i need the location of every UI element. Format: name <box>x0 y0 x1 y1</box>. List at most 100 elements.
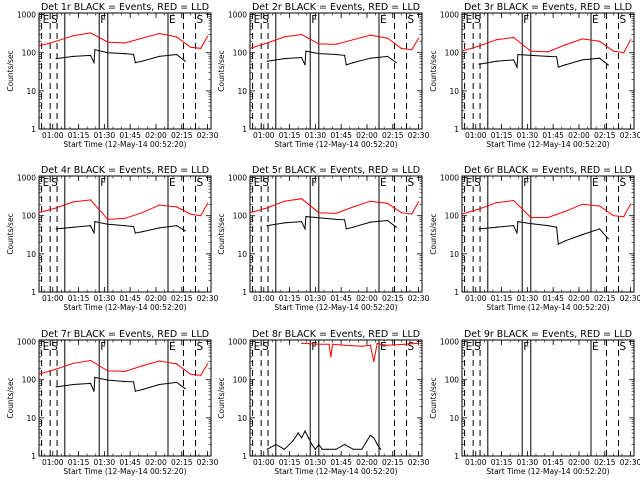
marker-label: E <box>380 177 387 189</box>
data-point <box>176 206 178 208</box>
marker-label: S <box>620 177 627 189</box>
data-point <box>387 37 389 39</box>
x-tick-label: 02:00 <box>145 294 167 303</box>
data-point <box>94 376 96 378</box>
data-point <box>266 60 268 62</box>
data-point <box>283 222 285 224</box>
y-tick-label: 100 <box>445 49 460 58</box>
data-point <box>547 225 549 227</box>
data-point <box>318 217 320 219</box>
data-point <box>184 388 186 390</box>
marker-label: E <box>380 341 387 353</box>
y-tick-label: 1000 <box>228 338 247 347</box>
data-point <box>369 34 371 36</box>
data-point <box>361 345 363 347</box>
marker-label: S <box>620 14 627 26</box>
data-point <box>599 57 601 59</box>
x-tick-label: 01:45 <box>119 458 141 467</box>
data-point <box>599 228 601 230</box>
data-point <box>158 360 160 362</box>
x-tick-label: 02:00 <box>568 131 590 140</box>
chart-panel-4: Det 4r BLACK = Events, RED = LLD 1 10 100 10… <box>6 165 219 312</box>
data-point <box>400 47 402 50</box>
data-point <box>55 228 57 230</box>
x-tick-label: 01:45 <box>542 131 564 140</box>
chart-title: Det 3r BLACK = Events, RED = LLD <box>464 2 632 13</box>
y-axis-label: Counts/sec <box>6 50 15 91</box>
y-axis-label: Counts/sec <box>217 213 226 254</box>
data-point <box>612 215 615 217</box>
marker-label: E <box>466 177 473 189</box>
x-tick-label: 01:15 <box>491 458 513 467</box>
marker-label: S <box>51 14 58 26</box>
data-point <box>630 203 632 205</box>
y-axis-label: Counts/sec <box>217 50 226 91</box>
events-series-line <box>267 216 397 231</box>
marker-label: S <box>474 341 481 353</box>
data-point <box>344 344 346 346</box>
x-tick-label: 01:30 <box>305 294 327 303</box>
data-point <box>335 448 337 450</box>
y-axis-label: Counts/sec <box>429 50 438 91</box>
data-point <box>72 226 74 228</box>
data-point <box>404 343 406 345</box>
x-tick-label: 02:00 <box>356 294 378 303</box>
data-point <box>275 443 277 446</box>
data-point <box>345 64 347 66</box>
chart-panel-9: Det 9r BLACK = Events, RED = LLD 1 10 100 10… <box>429 329 640 476</box>
x-tick-label: 02:30 <box>620 294 640 303</box>
y-tick-label: 10 <box>237 414 247 423</box>
data-point <box>318 43 320 45</box>
data-point <box>207 363 209 365</box>
x-tick-label: 02:30 <box>408 131 430 140</box>
data-point <box>301 221 303 223</box>
data-point <box>72 362 74 364</box>
marker-label: S <box>474 177 481 189</box>
y-tick-label: 1 <box>242 288 247 297</box>
x-tick-label: 02:00 <box>356 458 378 467</box>
data-point <box>304 228 306 230</box>
data-point <box>90 382 92 384</box>
x-tick-label: 02:30 <box>620 131 640 140</box>
data-point <box>158 55 160 58</box>
data-point <box>495 39 497 41</box>
plot-frame <box>249 12 423 130</box>
y-tick-label: 1000 <box>440 338 459 347</box>
chart-title: Det 1r BLACK = Events, RED = LLD <box>41 2 209 13</box>
x-tick-label: 02:30 <box>408 294 430 303</box>
data-point <box>301 56 303 59</box>
x-tick-label: 01:15 <box>68 131 90 140</box>
chart-panel-3: Det 3r BLACK = Events, RED = LLD 1 10 100 10… <box>429 2 640 149</box>
data-point <box>516 232 518 234</box>
data-point <box>530 223 532 225</box>
data-point <box>495 60 497 62</box>
y-tick-label: 1 <box>454 288 459 297</box>
marker-label: S <box>262 341 269 353</box>
data-point <box>133 381 135 383</box>
marker-label: F <box>523 177 529 189</box>
marker-label: E <box>466 14 473 26</box>
x-axis-label: Start Time (12-May-14 00:52:20) <box>486 467 609 476</box>
marker-label: F <box>311 177 317 189</box>
marker-label: F <box>100 14 106 26</box>
marker-label: E <box>169 177 176 189</box>
events-series-line <box>479 221 609 245</box>
data-point <box>107 370 109 372</box>
data-point <box>304 430 306 432</box>
data-point <box>547 51 549 53</box>
data-point <box>369 200 371 202</box>
marker-label: F <box>311 14 317 26</box>
data-point <box>369 57 371 59</box>
data-point <box>345 228 347 230</box>
y-tick-label: 100 <box>445 212 460 221</box>
data-point <box>266 448 268 450</box>
x-tick-label: 01:15 <box>491 131 513 140</box>
marker-label: S <box>620 341 627 353</box>
data-point <box>90 199 92 201</box>
marker-label: S <box>51 341 58 353</box>
y-tick-label: 1000 <box>17 11 36 20</box>
x-tick-label: 01:45 <box>542 458 564 467</box>
data-point <box>612 50 615 52</box>
data-point <box>564 44 566 46</box>
data-point <box>189 373 191 375</box>
